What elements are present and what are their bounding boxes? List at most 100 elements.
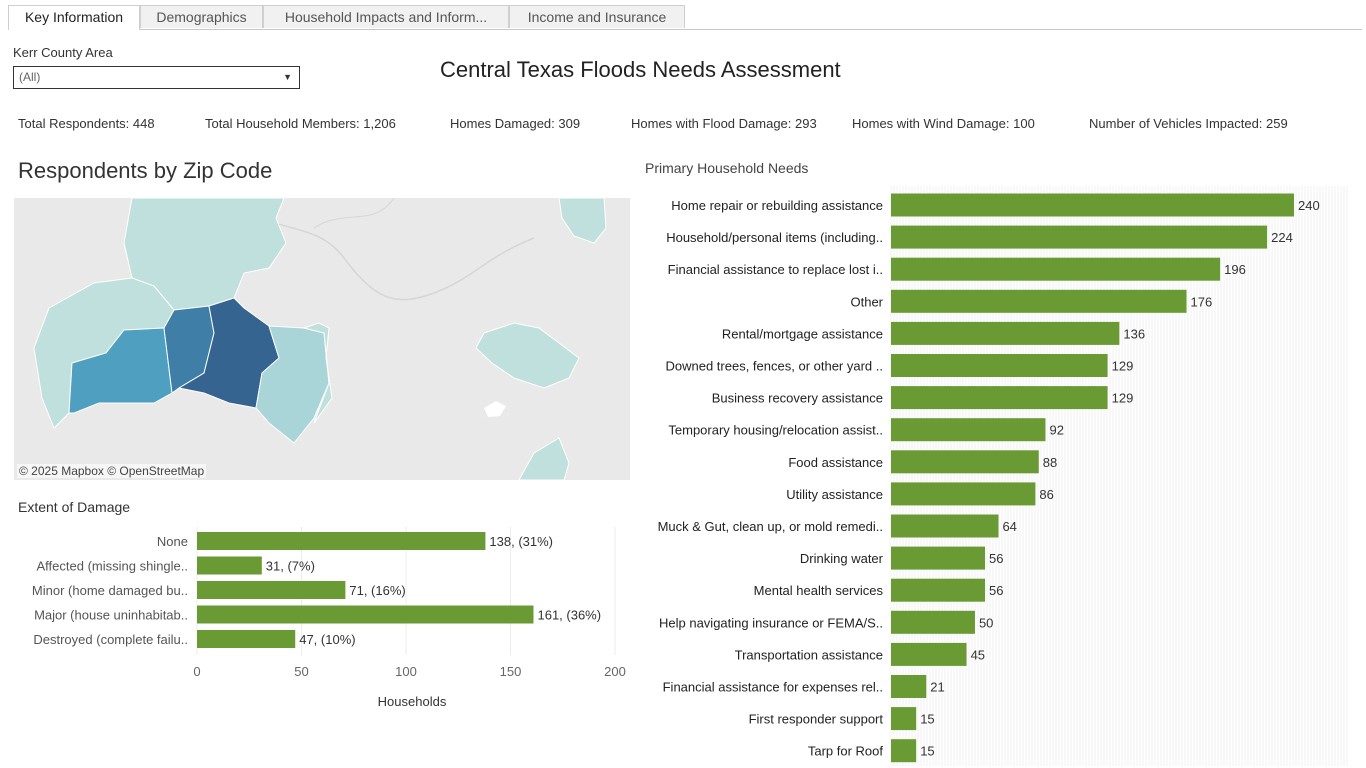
data-label: 240 xyxy=(1298,198,1320,213)
data-label: 45 xyxy=(971,647,985,662)
category-label: Downed trees, fences, or other yard .. xyxy=(666,359,884,374)
needs-bar[interactable] xyxy=(891,739,917,763)
category-label: Minor (home damaged bu.. xyxy=(32,583,188,598)
dropdown-arrow-icon: ▼ xyxy=(283,72,292,82)
data-label: 88 xyxy=(1043,455,1057,470)
zip-region-outlying-east[interactable] xyxy=(475,322,580,389)
x-axis-label: Households xyxy=(378,694,447,709)
zip-region-southwest[interactable] xyxy=(68,327,173,414)
data-label: 224 xyxy=(1271,230,1293,245)
damage-bar[interactable] xyxy=(197,630,296,648)
needs-bar[interactable] xyxy=(891,610,975,634)
zip-region-outlying-southeast[interactable] xyxy=(518,437,570,480)
category-label: Other xyxy=(850,294,883,309)
data-label: 129 xyxy=(1112,391,1134,406)
category-label: Utility assistance xyxy=(786,487,883,502)
map-attribution[interactable]: © 2025 Mapbox © OpenStreetMap xyxy=(17,464,207,478)
needs-bar[interactable] xyxy=(891,257,1221,281)
kpi-wind-damage: Homes with Wind Damage: 100 xyxy=(852,116,1035,131)
tab-household-impacts[interactable]: Household Impacts and Inform... xyxy=(263,5,509,28)
zip-region-far-east[interactable] xyxy=(302,322,333,424)
needs-bar[interactable] xyxy=(891,321,1120,345)
filter-selected-value: (All) xyxy=(19,70,41,84)
needs-bar[interactable] xyxy=(891,289,1187,313)
needs-bar[interactable] xyxy=(891,193,1294,217)
damage-bar-chart: None 138, (31%) Affected (missing shingle.… xyxy=(32,527,626,709)
category-label: Food assistance xyxy=(788,455,883,470)
river-line xyxy=(233,198,535,301)
x-tick-label: 150 xyxy=(500,664,522,679)
data-label: 161, (36%) xyxy=(537,608,601,623)
data-label: 15 xyxy=(920,744,934,759)
category-label: Major (house uninhabitab.. xyxy=(34,608,188,623)
data-label: 56 xyxy=(989,583,1003,598)
data-label: 86 xyxy=(1039,487,1053,502)
river-line xyxy=(313,198,395,229)
x-tick-label: 50 xyxy=(294,664,308,679)
kpi-total-respondents: Total Respondents: 448 xyxy=(18,116,155,131)
data-label: 138, (31%) xyxy=(489,534,553,549)
category-label: Transportation assistance xyxy=(735,647,883,662)
damage-bar[interactable] xyxy=(197,581,346,599)
category-label: Business recovery assistance xyxy=(712,391,883,406)
damage-bar[interactable] xyxy=(197,605,534,624)
needs-bar[interactable] xyxy=(891,675,927,698)
needs-bar[interactable] xyxy=(891,354,1108,377)
tab-key-information[interactable]: Key Information xyxy=(8,5,140,30)
category-label: Mental health services xyxy=(754,583,884,598)
lake-shape xyxy=(484,401,506,417)
damage-bar[interactable] xyxy=(197,556,262,575)
needs-bar[interactable] xyxy=(891,418,1046,442)
zip-code-map[interactable]: © 2025 Mapbox © OpenStreetMap xyxy=(14,198,630,480)
filter-label: Kerr County Area xyxy=(13,45,113,60)
needs-bar[interactable] xyxy=(891,707,917,731)
needs-chart-title: Primary Household Needs xyxy=(645,160,809,176)
data-label: 64 xyxy=(1002,519,1016,534)
needs-bar[interactable] xyxy=(891,225,1268,249)
data-label: 176 xyxy=(1191,294,1213,309)
data-label: 196 xyxy=(1224,262,1246,277)
needs-bar[interactable] xyxy=(891,546,986,570)
damage-chart-title: Extent of Damage xyxy=(18,499,131,515)
needs-bar[interactable] xyxy=(891,386,1108,410)
data-label: 136 xyxy=(1123,326,1145,341)
x-tick-label: 0 xyxy=(193,664,200,679)
data-label: 15 xyxy=(920,712,934,727)
needs-bar[interactable] xyxy=(891,514,999,538)
tab-demographics[interactable]: Demographics xyxy=(140,5,263,28)
page-title: Central Texas Floods Needs Assessment xyxy=(440,57,841,82)
kpi-homes-damaged: Homes Damaged: 309 xyxy=(450,116,581,131)
kpi-household-members: Total Household Members: 1,206 xyxy=(205,116,396,131)
data-label: 21 xyxy=(930,680,944,695)
map-title: Respondents by Zip Code xyxy=(18,158,273,183)
data-label: 47, (10%) xyxy=(299,632,355,647)
category-label: Household/personal items (including.. xyxy=(666,230,883,245)
category-label: Help navigating insurance or FEMA/S.. xyxy=(659,615,883,630)
category-label: Destroyed (complete failu.. xyxy=(33,632,188,647)
needs-bar[interactable] xyxy=(891,642,967,666)
area-filter-dropdown[interactable]: (All) ▼ xyxy=(13,66,300,89)
category-label: Muck & Gut, clean up, or mold remedi.. xyxy=(658,519,883,534)
data-label: 129 xyxy=(1112,359,1134,374)
category-label: None xyxy=(157,534,188,549)
category-label: Home repair or rebuilding assistance xyxy=(671,198,883,213)
tab-income-insurance[interactable]: Income and Insurance xyxy=(509,5,685,28)
category-label: Temporary housing/relocation assist.. xyxy=(668,423,883,438)
kpi-vehicles-impacted: Number of Vehicles Impacted: 259 xyxy=(1089,116,1288,131)
needs-bar[interactable] xyxy=(891,578,986,602)
tab-bar: Key Information Demographics Household I… xyxy=(8,5,1362,30)
data-label: 92 xyxy=(1049,423,1063,438)
damage-bar[interactable] xyxy=(197,532,486,550)
data-label: 50 xyxy=(979,615,993,630)
category-label: First responder support xyxy=(749,712,884,727)
category-label: Financial assistance for expenses rel.. xyxy=(663,680,883,695)
map-canvas xyxy=(33,198,607,480)
needs-bar[interactable] xyxy=(891,450,1039,474)
category-label: Affected (missing shingle.. xyxy=(37,559,189,574)
category-label: Tarp for Roof xyxy=(808,744,884,759)
zip-region-outlying-northeast[interactable] xyxy=(558,198,607,244)
x-tick-label: 200 xyxy=(604,664,626,679)
needs-bar[interactable] xyxy=(891,482,1036,506)
data-label: 31, (7%) xyxy=(266,559,315,574)
category-label: Drinking water xyxy=(800,551,884,566)
